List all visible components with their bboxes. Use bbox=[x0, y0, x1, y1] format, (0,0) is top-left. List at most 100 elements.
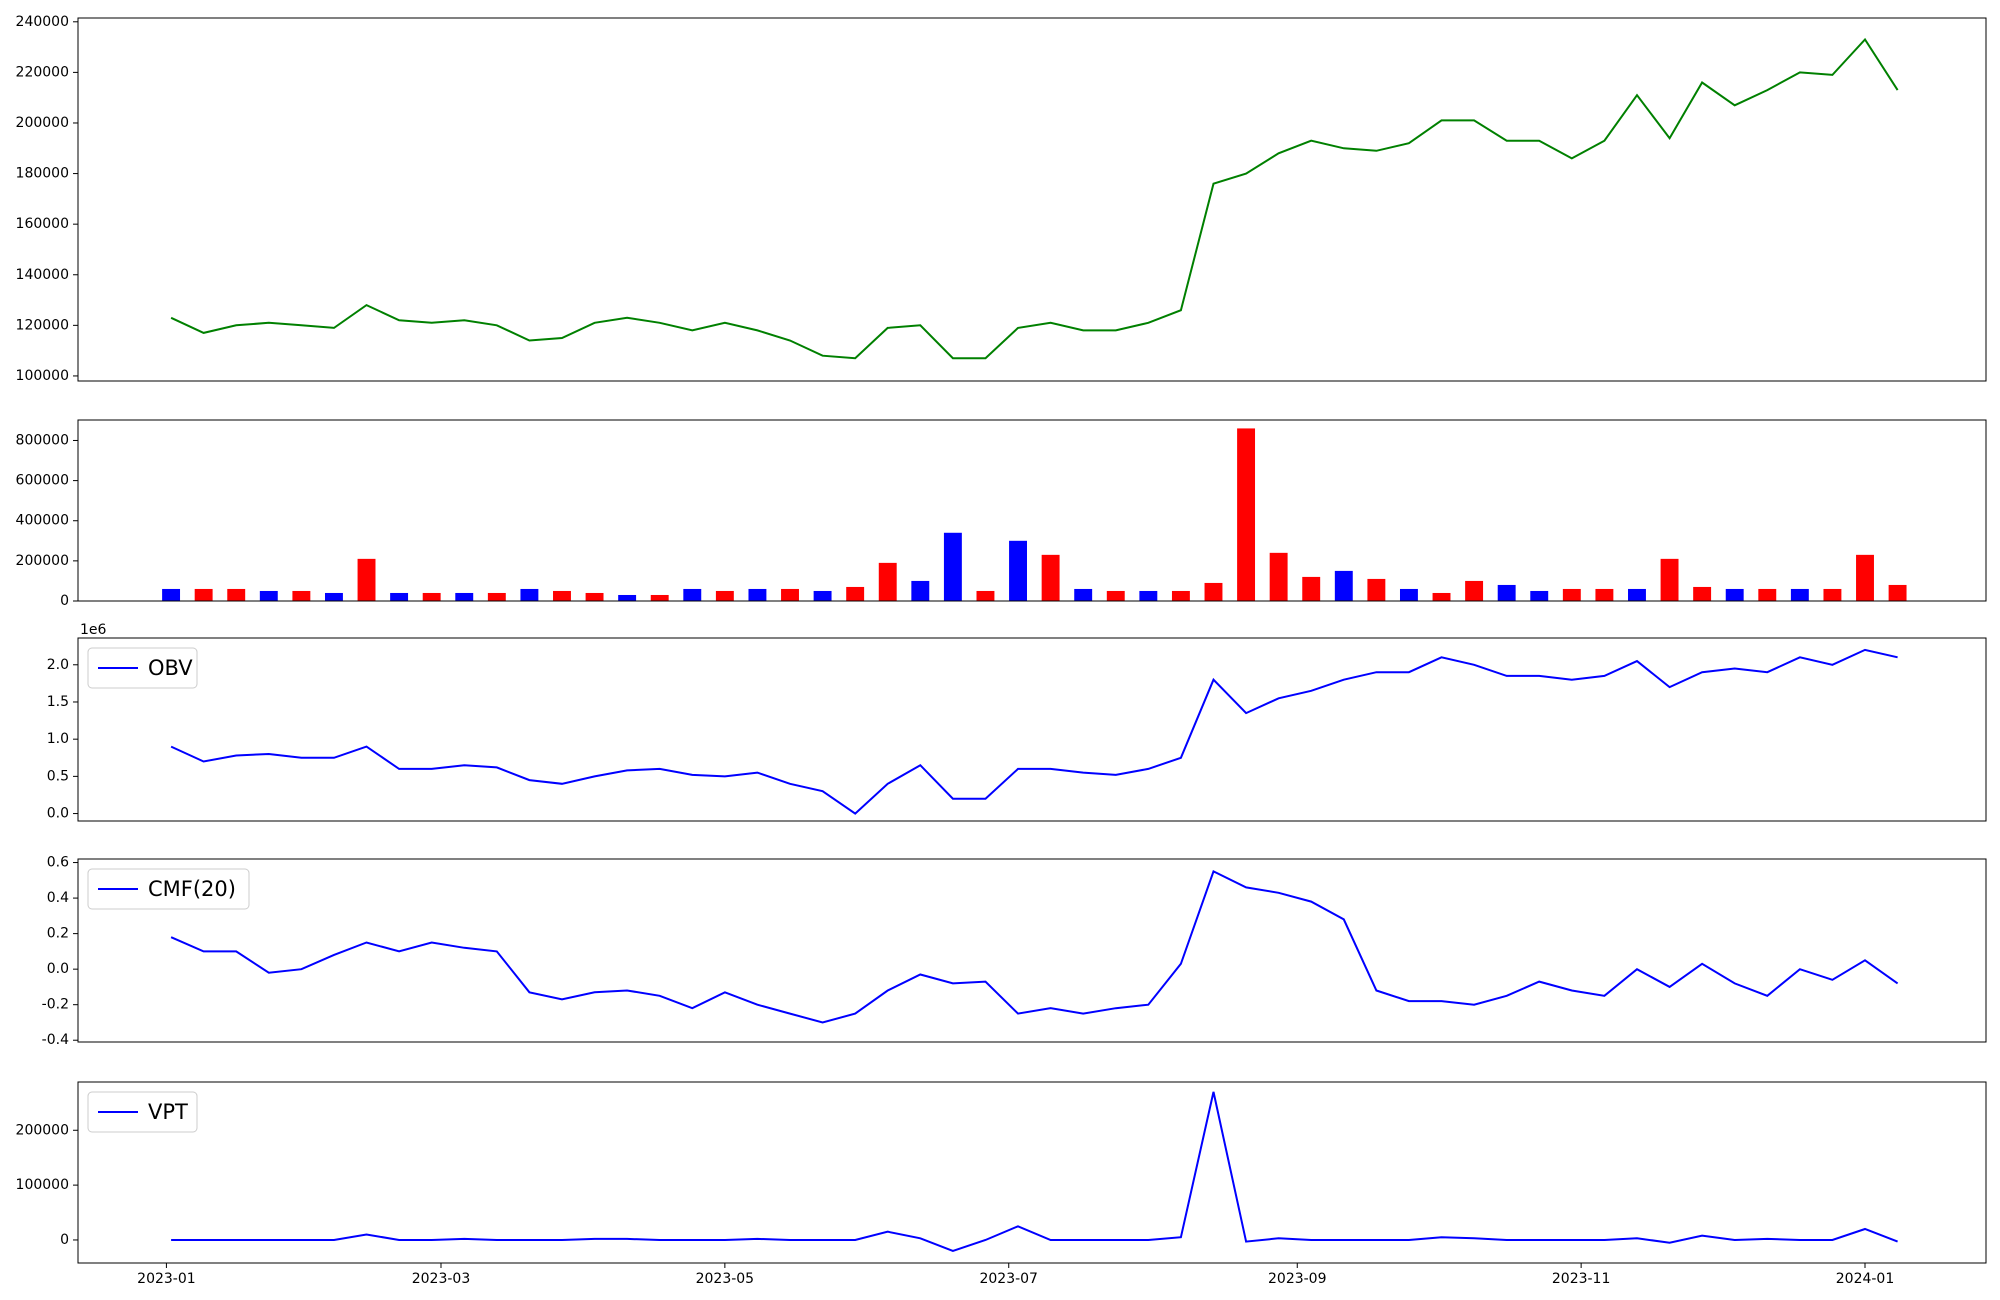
volume-bar bbox=[1530, 590, 1549, 601]
y-tick-label: 1.5 bbox=[47, 694, 69, 710]
volume-bar bbox=[748, 588, 767, 601]
volume-bar bbox=[292, 590, 311, 601]
y-tick-label: 0 bbox=[60, 1232, 69, 1248]
volume-bar bbox=[1628, 588, 1646, 601]
x-tick-label: 2023-07 bbox=[979, 1271, 1038, 1287]
y-tick-label: 0 bbox=[60, 593, 69, 609]
line-series bbox=[170, 870, 1899, 1024]
y-tick-label: 200000 bbox=[16, 1122, 69, 1138]
volume-bar bbox=[1725, 588, 1744, 601]
volume-bar bbox=[1693, 586, 1712, 601]
volume-bar bbox=[1009, 540, 1027, 601]
volume-bar bbox=[1888, 584, 1907, 601]
volume-bar bbox=[227, 588, 246, 601]
volume-bar bbox=[390, 592, 409, 601]
volume-bar bbox=[1106, 590, 1125, 601]
volume-bar bbox=[1595, 588, 1614, 601]
volume-bar bbox=[1139, 590, 1158, 601]
line-series bbox=[170, 648, 1898, 815]
y-tick-label: 2.0 bbox=[47, 657, 69, 673]
axes-frame bbox=[77, 637, 1987, 822]
y-tick-label: 400000 bbox=[16, 513, 69, 529]
y-tick-label: 0.2 bbox=[47, 926, 69, 942]
volume-bar bbox=[487, 592, 506, 601]
volume-bar bbox=[585, 592, 604, 601]
volume-bar bbox=[259, 590, 278, 601]
x-tick-label: 2024-01 bbox=[1836, 1271, 1895, 1287]
volume-bar bbox=[846, 586, 865, 601]
volume-bar bbox=[683, 588, 702, 601]
y-tick-label: -0.4 bbox=[42, 1032, 69, 1048]
y-tick-label: 0.0 bbox=[47, 961, 69, 977]
legend-label: VPT bbox=[148, 1100, 188, 1124]
y-tick-label: 140000 bbox=[16, 267, 69, 283]
y-tick-label: 100000 bbox=[16, 368, 69, 384]
volume-bar bbox=[1171, 590, 1190, 601]
line-series bbox=[170, 37, 1899, 360]
volume-bar bbox=[1432, 592, 1451, 601]
y-tick-label: 240000 bbox=[16, 14, 69, 30]
y-tick-label: 200000 bbox=[16, 553, 69, 569]
line-series bbox=[171, 1091, 1898, 1252]
y-tick-label: 200000 bbox=[16, 115, 69, 131]
volume-bar bbox=[1367, 578, 1386, 601]
volume-bar bbox=[943, 532, 962, 601]
volume-bar bbox=[813, 590, 832, 601]
volume-bar bbox=[455, 592, 474, 601]
legend-label: CMF(20) bbox=[148, 877, 236, 901]
legend-box bbox=[87, 1091, 198, 1133]
y-tick-label: 0.0 bbox=[47, 806, 69, 822]
x-tick-label: 2023-09 bbox=[1268, 1271, 1327, 1287]
axes-frame bbox=[77, 858, 1987, 1043]
volume-bar bbox=[162, 588, 181, 601]
y-tick-label: 100000 bbox=[16, 1177, 69, 1193]
axis-offset-label: 1e6 bbox=[80, 622, 107, 638]
volume-bar bbox=[422, 592, 441, 601]
legend-box bbox=[87, 868, 250, 910]
y-tick-label: -0.2 bbox=[42, 997, 69, 1013]
y-tick-label: 1.0 bbox=[47, 731, 69, 747]
volume-bar bbox=[1074, 588, 1093, 601]
volume-bar bbox=[976, 590, 995, 601]
volume-bar bbox=[1823, 588, 1842, 601]
legend-label: OBV bbox=[148, 656, 193, 680]
volume-bar bbox=[553, 590, 571, 601]
y-tick-label: 0.5 bbox=[47, 768, 69, 784]
volume-bar bbox=[357, 558, 376, 601]
y-tick-label: 220000 bbox=[16, 64, 69, 80]
volume-bar bbox=[1465, 580, 1484, 601]
volume-bar bbox=[194, 588, 213, 601]
volume-bar bbox=[650, 594, 669, 601]
x-tick-label: 2023-05 bbox=[696, 1271, 755, 1287]
x-tick-label: 2023-01 bbox=[137, 1271, 196, 1287]
volume-bar bbox=[878, 562, 897, 601]
axes-frame bbox=[77, 1081, 1987, 1264]
volume-bar bbox=[1204, 582, 1223, 601]
volume-bar bbox=[618, 594, 637, 601]
volume-bar bbox=[1562, 588, 1581, 601]
volume-bar bbox=[1237, 428, 1256, 601]
y-tick-label: 120000 bbox=[16, 317, 69, 333]
volume-bar bbox=[1660, 558, 1679, 601]
axes-frame bbox=[77, 17, 1987, 382]
y-tick-label: 0.4 bbox=[47, 890, 69, 906]
volume-bar bbox=[1790, 588, 1809, 601]
y-tick-label: 180000 bbox=[16, 166, 69, 182]
volume-bar bbox=[1856, 554, 1874, 601]
volume-bar bbox=[781, 588, 799, 601]
y-tick-label: 0.6 bbox=[47, 855, 69, 871]
volume-bar bbox=[1334, 570, 1353, 601]
legend-box bbox=[87, 647, 198, 689]
volume-bar bbox=[715, 590, 734, 601]
y-tick-label: 800000 bbox=[16, 432, 69, 448]
x-tick-label: 2023-03 bbox=[412, 1271, 471, 1287]
x-tick-label: 2023-11 bbox=[1552, 1271, 1611, 1287]
volume-bar bbox=[324, 592, 343, 601]
y-tick-label: 160000 bbox=[16, 216, 69, 232]
volume-bar bbox=[520, 588, 539, 601]
y-tick-label: 600000 bbox=[16, 473, 69, 489]
volume-bar bbox=[1302, 576, 1321, 601]
volume-bar bbox=[1399, 588, 1418, 601]
volume-bar bbox=[911, 580, 930, 601]
